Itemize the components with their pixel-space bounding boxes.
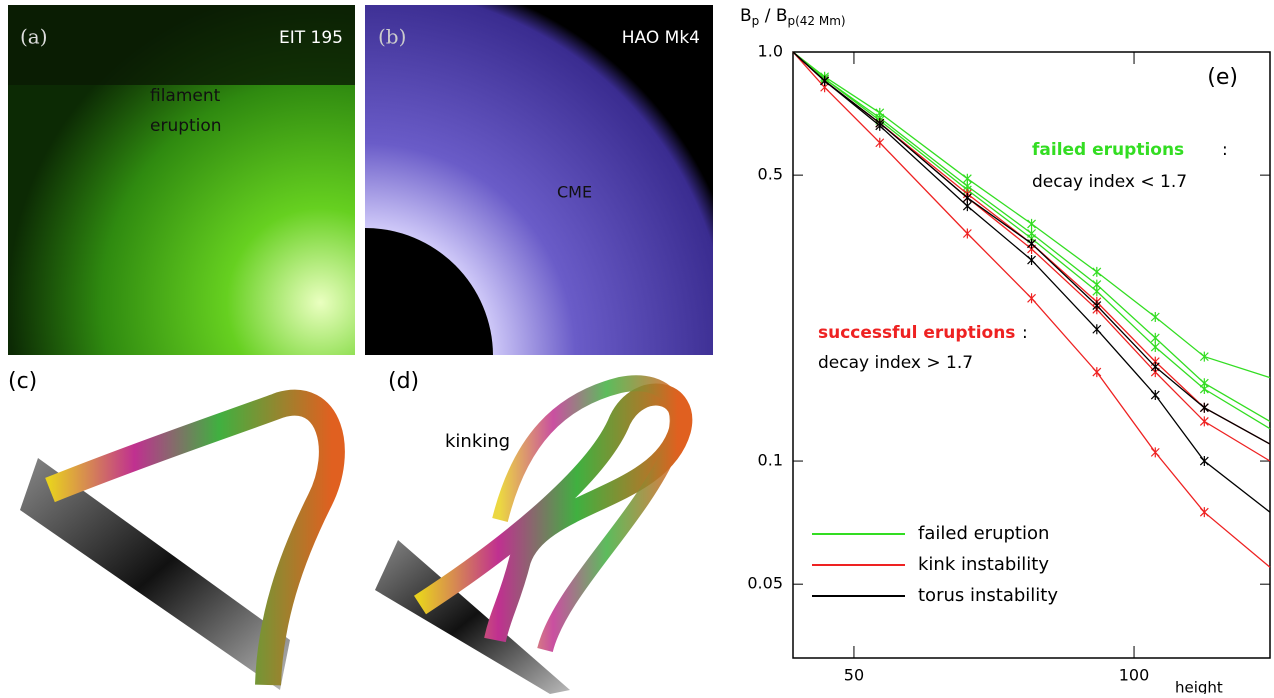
image-shade: [8, 5, 355, 85]
chart: (e) Bp / Bp(42 Mm) height 0.05 0.1 0.5 1.0 5…: [740, 6, 1271, 697]
legend-label: failed eruption: [918, 523, 1049, 544]
marker: [1150, 447, 1160, 458]
marker: [1199, 351, 1209, 362]
annotation: eruption: [150, 116, 222, 136]
annotation: :: [1222, 140, 1228, 160]
marker: [1092, 324, 1102, 335]
marker: [1027, 238, 1036, 249]
image-corner: [600, 5, 713, 160]
flux-rope: [45, 389, 345, 686]
y-label-part: p(42 Mm): [788, 14, 846, 28]
occulter: [365, 228, 493, 355]
marker: [875, 137, 885, 148]
panel-label: (d): [388, 369, 419, 394]
marker: [1092, 266, 1102, 277]
annotation: decay index < 1.7: [1032, 172, 1187, 192]
y-label-part: p: [752, 14, 760, 28]
panel-label: (c): [8, 369, 37, 394]
annotation: failed eruptions: [1032, 140, 1184, 160]
legend-label: torus instability: [918, 585, 1058, 606]
y-label-part: B: [740, 6, 752, 26]
marker: [1150, 390, 1160, 401]
marker: [1199, 456, 1209, 467]
panel-caption: HAO Mk4: [622, 28, 700, 48]
marker: [1150, 342, 1160, 353]
plot-frame: [792, 51, 1271, 659]
annotation: kinking: [445, 431, 510, 452]
y-tick-label: 1.0: [758, 42, 783, 61]
legend-label: kink instability: [918, 554, 1049, 575]
y-tick-label: 0.05: [747, 574, 783, 593]
marker: [1150, 311, 1160, 322]
marker: [1027, 255, 1036, 266]
series-line: [792, 51, 1271, 513]
marker: [1199, 416, 1209, 427]
marker: [1027, 293, 1036, 304]
annotation: CME: [557, 183, 592, 202]
annotation: successful eruptions: [818, 323, 1015, 343]
marker: [1199, 507, 1209, 518]
series-line: [792, 51, 1271, 568]
marker: [962, 228, 972, 239]
x-axis-label: height: [1175, 679, 1223, 695]
marker: [1092, 300, 1102, 311]
y-axis-label: Bp / Bp(42 Mm): [740, 6, 846, 28]
marker: [1092, 286, 1102, 297]
marker: [1150, 361, 1160, 372]
annotation: decay index > 1.7: [818, 353, 973, 373]
marker: [1027, 218, 1036, 229]
annotation: :: [1022, 323, 1028, 343]
panel-label: (e): [1207, 65, 1238, 90]
marker: [1092, 367, 1102, 378]
marker: [962, 192, 972, 203]
marker: [1150, 332, 1160, 343]
x-tick-label: 100: [1119, 666, 1150, 685]
marker: [875, 118, 885, 129]
annotation: filament: [150, 86, 221, 106]
y-tick-label: 0.5: [758, 165, 783, 184]
marker: [1199, 402, 1209, 413]
marker: [820, 75, 830, 86]
y-label-part: / B: [759, 6, 787, 26]
panel-caption: EIT 195: [279, 28, 343, 48]
slab: [375, 540, 570, 694]
x-tick-label: 50: [844, 666, 864, 685]
panel-label: (a): [20, 25, 48, 49]
flux-rope: [492, 375, 686, 653]
slab: [20, 458, 290, 690]
marker: [1199, 384, 1209, 395]
y-tick-label: 0.1: [758, 451, 783, 470]
panel-label: (b): [378, 25, 406, 49]
